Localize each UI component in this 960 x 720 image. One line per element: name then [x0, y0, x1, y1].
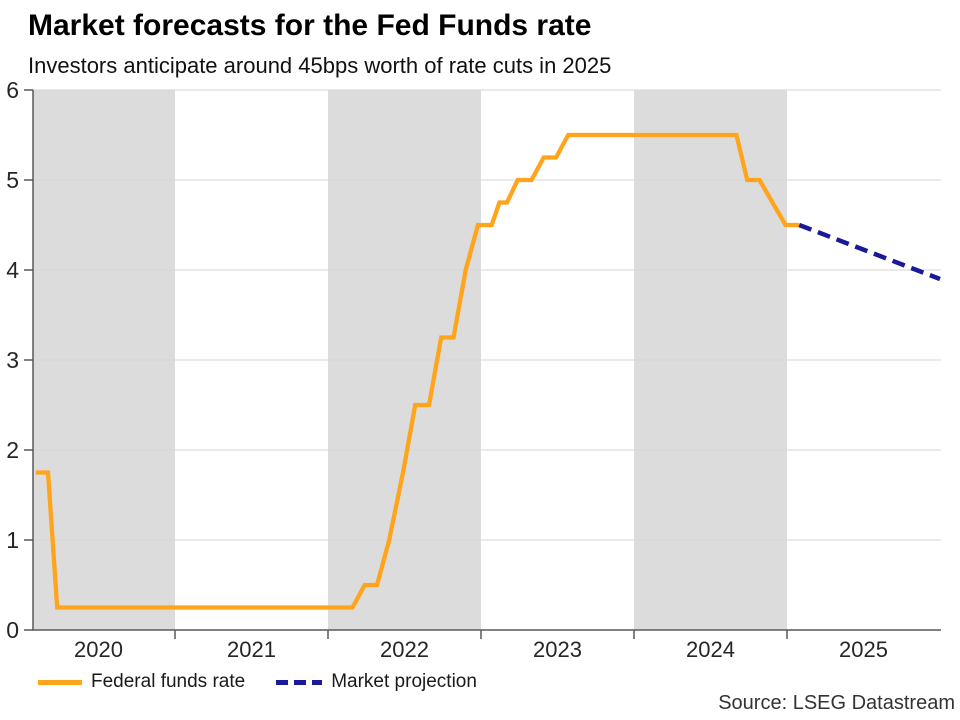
chart-subtitle: Investors anticipate around 45bps worth … [28, 53, 612, 78]
x-axis-tick-label: 2022 [380, 637, 429, 662]
series-line-market-projection [798, 222, 941, 282]
y-axis-tick-label: 5 [6, 167, 19, 193]
legend-solid-line-swatch [38, 679, 82, 685]
y-axis-tick-label: 1 [6, 527, 19, 553]
source-attribution: Source: LSEG Datastream [718, 692, 955, 714]
y-axis-tick-label: 2 [6, 437, 19, 463]
y-axis-tick-label: 6 [6, 77, 19, 103]
series-line-federal-funds-rate [35, 132, 800, 610]
chart-legend: Federal funds rate Market projection [38, 669, 477, 695]
x-axis-tick-label: 2021 [227, 637, 276, 662]
x-axis-tick-label: 2025 [839, 637, 888, 662]
x-axis-tick-label: 2024 [686, 637, 735, 662]
legend-label-federal-funds-rate: Federal funds rate [91, 671, 246, 692]
chart-title: Market forecasts for the Fed Funds rate [28, 9, 592, 42]
x-axis-tick-label: 2020 [74, 637, 123, 662]
x-axis-tick-label: 2023 [533, 637, 582, 662]
legend-item-federal-funds-rate: Federal funds rate [38, 671, 245, 693]
y-axis-tick-label: 0 [6, 617, 19, 643]
legend-label-market-projection: Market projection [331, 671, 477, 692]
y-axis-tick-label: 3 [6, 347, 19, 373]
legend-dashed-line-swatch [276, 679, 323, 685]
legend-item-market-projection: Market projection [276, 671, 477, 693]
chart-plot-area: 0 1 2 3 4 5 6 2020 2021 2022 2023 2024 2025 [6, 77, 941, 662]
y-axis-tick-label: 4 [6, 257, 19, 283]
